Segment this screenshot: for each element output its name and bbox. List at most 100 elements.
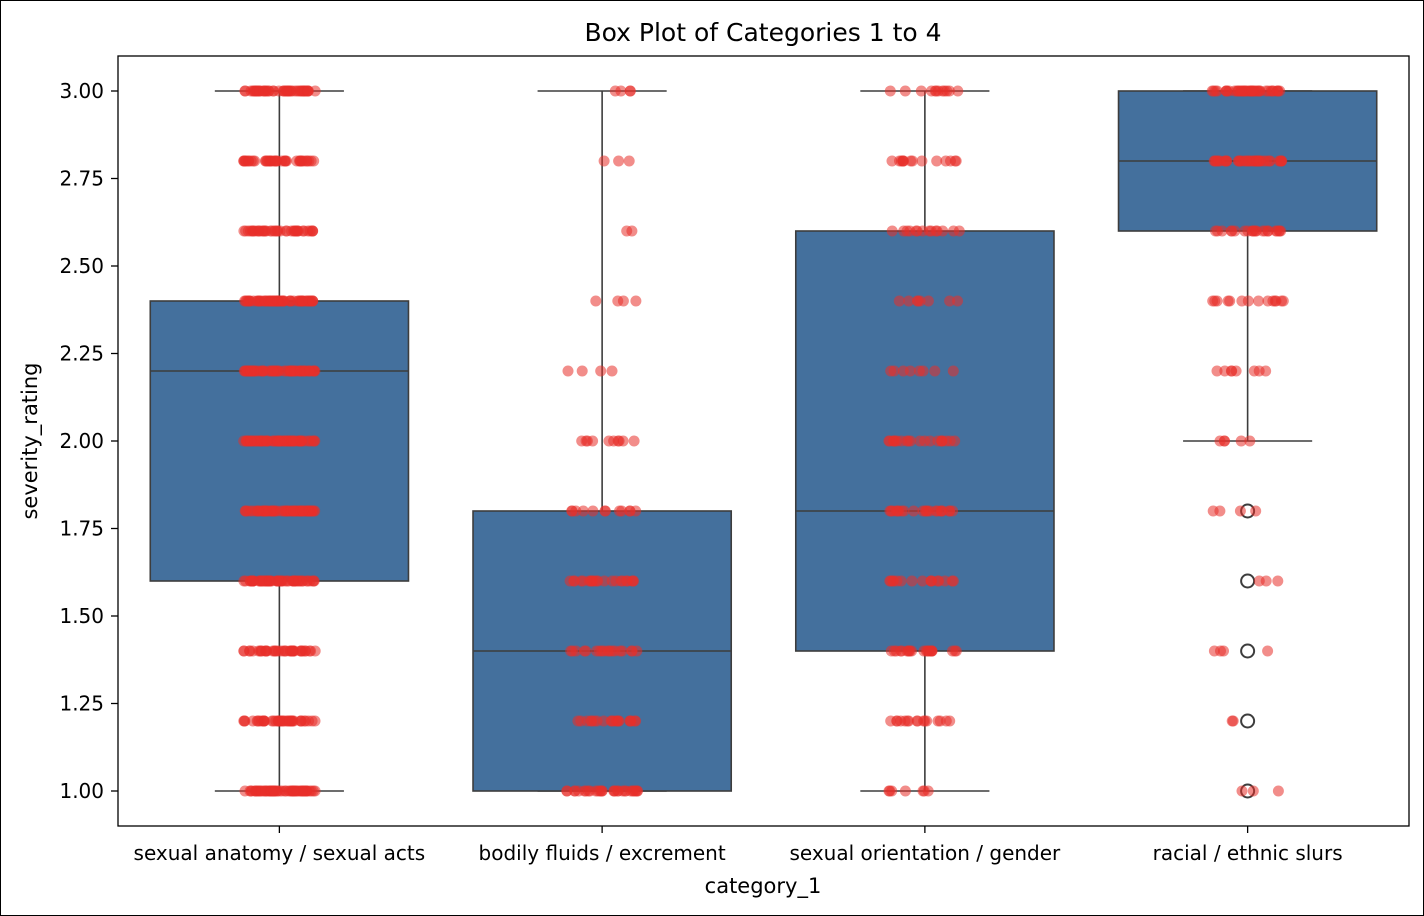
data-point — [1229, 225, 1241, 237]
data-point — [884, 85, 896, 97]
data-point — [288, 785, 300, 797]
outlier-marker — [1240, 643, 1256, 659]
data-point — [288, 505, 300, 517]
data-point — [885, 365, 897, 377]
data-point — [947, 575, 959, 587]
data-point — [952, 85, 964, 97]
data-point — [608, 785, 620, 797]
data-point — [1227, 715, 1239, 727]
data-point — [890, 505, 902, 517]
data-point — [279, 155, 291, 167]
data-point — [261, 435, 273, 447]
data-point — [1216, 225, 1228, 237]
data-point — [613, 155, 625, 167]
data-point — [269, 155, 281, 167]
data-point — [941, 85, 953, 97]
data-point — [940, 155, 952, 167]
data-point — [303, 155, 315, 167]
data-point — [568, 575, 580, 587]
data-point — [1272, 785, 1284, 797]
data-point — [1240, 155, 1252, 167]
data-point — [248, 295, 260, 307]
data-point — [1211, 85, 1223, 97]
plot-area: 1.00 1.25 1.50 1.75 2.00 2.25 2.50 2.75 3.00 sexu… — [59, 55, 1410, 865]
y-tick-label: 1.75 — [59, 517, 104, 541]
outlier-marker — [1240, 713, 1256, 729]
data-point — [930, 225, 942, 237]
data-point — [591, 575, 603, 587]
data-point — [561, 785, 573, 797]
data-point — [621, 225, 633, 237]
data-point — [1262, 645, 1274, 657]
data-point — [617, 785, 629, 797]
data-point — [906, 155, 918, 167]
data-point — [1236, 785, 1248, 797]
data-point — [623, 155, 635, 167]
data-point — [305, 785, 317, 797]
y-tick-label: 1.50 — [59, 604, 104, 628]
strip-points-3 — [883, 85, 965, 797]
data-point — [238, 365, 250, 377]
chart-title: Box Plot of Categories 1 to 4 — [584, 18, 941, 47]
data-point — [599, 505, 611, 517]
y-tick-label: 2.75 — [59, 167, 104, 191]
box-group-4 — [1117, 90, 1378, 799]
data-point — [1209, 295, 1221, 307]
data-point — [903, 295, 915, 307]
data-point — [1262, 85, 1274, 97]
data-point — [1239, 225, 1251, 237]
data-point — [1247, 785, 1259, 797]
data-point — [886, 225, 898, 237]
data-point — [1250, 505, 1262, 517]
data-point — [914, 295, 926, 307]
outlier-marker — [1240, 573, 1256, 589]
strip-points-2 — [561, 85, 643, 797]
data-point — [240, 295, 252, 307]
data-point — [303, 365, 315, 377]
data-point — [1233, 85, 1245, 97]
data-point — [886, 785, 898, 797]
data-point — [582, 785, 594, 797]
data-point — [1234, 505, 1246, 517]
data-point — [269, 645, 281, 657]
data-point — [307, 295, 319, 307]
data-point — [243, 155, 255, 167]
x-tick-label: bodily fluids / excrement — [479, 841, 726, 865]
y-axis-label: severity_rating — [18, 362, 43, 519]
data-point — [606, 365, 618, 377]
data-point — [576, 365, 588, 377]
data-point — [630, 295, 642, 307]
data-point — [901, 715, 913, 727]
data-point — [297, 505, 309, 517]
data-point — [893, 295, 905, 307]
data-point — [613, 715, 625, 727]
data-point — [947, 365, 959, 377]
data-point — [304, 645, 315, 657]
data-point — [1235, 435, 1247, 447]
data-point — [628, 435, 640, 447]
data-point — [595, 785, 607, 797]
data-point — [917, 575, 928, 587]
data-point — [944, 715, 956, 727]
data-point — [598, 715, 610, 727]
data-point — [286, 715, 298, 727]
y-tick-label: 1.25 — [59, 692, 104, 716]
data-point — [587, 505, 599, 517]
data-point — [932, 715, 944, 727]
data-point — [1225, 365, 1237, 377]
data-point — [302, 85, 314, 97]
data-point — [922, 785, 934, 797]
data-point — [888, 645, 900, 657]
data-point — [300, 715, 311, 727]
data-point — [264, 575, 276, 587]
data-point — [616, 505, 628, 517]
data-point — [920, 645, 932, 657]
data-point — [885, 575, 897, 587]
data-point — [1211, 365, 1223, 377]
data-point — [267, 365, 279, 377]
data-point — [598, 575, 610, 587]
data-point — [280, 435, 292, 447]
data-point — [1236, 295, 1248, 307]
data-point — [949, 645, 961, 657]
